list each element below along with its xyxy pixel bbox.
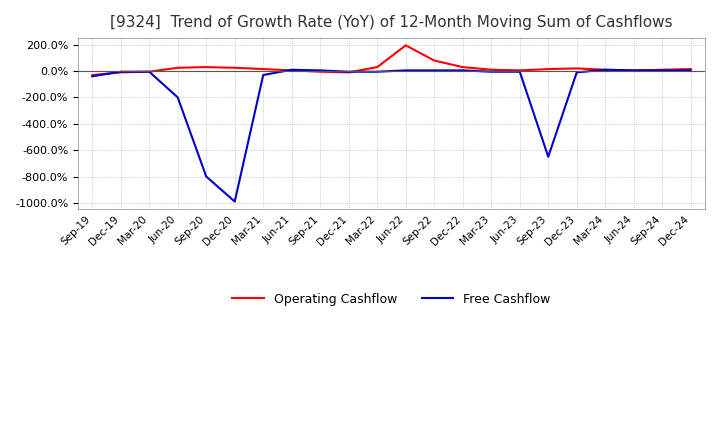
Operating Cashflow xyxy=(259,66,268,72)
Free Cashflow xyxy=(629,68,638,73)
Operating Cashflow xyxy=(658,67,667,73)
Operating Cashflow xyxy=(459,65,467,70)
Operating Cashflow xyxy=(572,66,581,71)
Free Cashflow xyxy=(259,72,268,77)
Free Cashflow xyxy=(544,154,552,159)
Operating Cashflow xyxy=(287,68,296,73)
Free Cashflow xyxy=(344,69,353,74)
Free Cashflow xyxy=(658,68,667,73)
Free Cashflow xyxy=(145,69,153,74)
Operating Cashflow xyxy=(601,67,610,73)
Free Cashflow xyxy=(459,68,467,73)
Operating Cashflow xyxy=(544,66,552,72)
Operating Cashflow xyxy=(373,65,382,70)
Free Cashflow xyxy=(487,69,495,74)
Free Cashflow xyxy=(516,69,524,74)
Operating Cashflow xyxy=(344,70,353,75)
Operating Cashflow xyxy=(88,72,96,77)
Operating Cashflow xyxy=(629,68,638,73)
Operating Cashflow xyxy=(202,65,210,70)
Free Cashflow xyxy=(316,68,325,73)
Operating Cashflow xyxy=(117,70,125,75)
Operating Cashflow xyxy=(174,65,182,70)
Free Cashflow xyxy=(230,199,239,204)
Operating Cashflow xyxy=(516,68,524,73)
Operating Cashflow xyxy=(145,69,153,74)
Free Cashflow xyxy=(601,67,610,73)
Operating Cashflow xyxy=(487,67,495,73)
Operating Cashflow xyxy=(686,66,695,72)
Free Cashflow xyxy=(88,73,96,79)
Free Cashflow xyxy=(686,68,695,73)
Free Cashflow xyxy=(117,69,125,74)
Free Cashflow xyxy=(202,174,210,179)
Free Cashflow xyxy=(572,70,581,75)
Free Cashflow xyxy=(373,69,382,74)
Legend: Operating Cashflow, Free Cashflow: Operating Cashflow, Free Cashflow xyxy=(228,288,556,311)
Free Cashflow xyxy=(402,68,410,73)
Free Cashflow xyxy=(430,68,438,73)
Operating Cashflow xyxy=(230,65,239,70)
Free Cashflow xyxy=(174,95,182,100)
Line: Operating Cashflow: Operating Cashflow xyxy=(92,45,690,75)
Operating Cashflow xyxy=(316,69,325,74)
Operating Cashflow xyxy=(402,43,410,48)
Free Cashflow xyxy=(287,67,296,73)
Line: Free Cashflow: Free Cashflow xyxy=(92,70,690,202)
Title: [9324]  Trend of Growth Rate (YoY) of 12-Month Moving Sum of Cashflows: [9324] Trend of Growth Rate (YoY) of 12-… xyxy=(110,15,672,30)
Operating Cashflow xyxy=(430,58,438,63)
